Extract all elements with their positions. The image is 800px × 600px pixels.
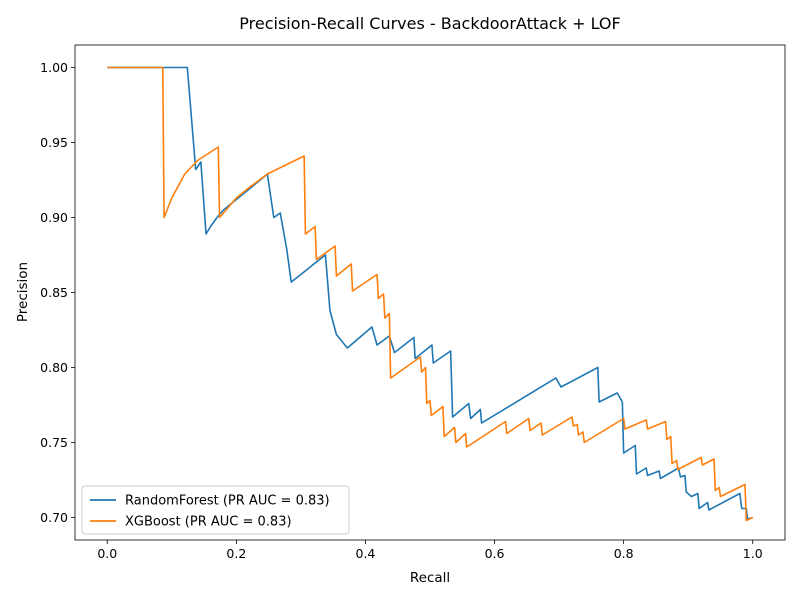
x-tick-label: 1.0 (743, 546, 763, 561)
y-axis: 0.70 0.75 0.80 0.85 0.90 0.95 1.00 (40, 60, 75, 525)
x-tick-label: 0.4 (356, 546, 376, 561)
legend: RandomForest (PR AUC = 0.83) XGBoost (PR … (81, 485, 350, 535)
x-tick-label: 0.6 (485, 546, 505, 561)
x-axis-title: Recall (410, 570, 450, 586)
legend-box (81, 485, 350, 535)
legend-label-1: XGBoost (PR AUC = 0.83) (125, 515, 292, 530)
x-tick-label: 0.8 (614, 546, 634, 561)
y-axis-title: Precision (15, 262, 31, 322)
chart-title: Precision-Recall Curves - BackdoorAttack… (239, 14, 620, 33)
x-tick-label: 0.2 (226, 546, 246, 561)
y-tick-label: 0.75 (40, 435, 68, 450)
y-tick-label: 1.00 (40, 60, 68, 75)
legend-label-0: RandomForest (PR AUC = 0.83) (125, 494, 330, 509)
y-tick-label: 0.90 (40, 210, 68, 225)
y-tick-label: 0.70 (40, 510, 68, 525)
x-tick-label: 0.0 (97, 546, 117, 561)
series-line-1 (107, 66, 754, 522)
x-axis: 0.0 0.2 0.4 0.6 0.8 1.0 (97, 540, 763, 561)
y-tick-label: 0.85 (40, 285, 68, 300)
y-tick-label: 0.95 (40, 135, 68, 150)
y-tick-label: 0.80 (40, 360, 68, 375)
series-line-0 (107, 66, 753, 520)
series-layer (107, 66, 754, 522)
